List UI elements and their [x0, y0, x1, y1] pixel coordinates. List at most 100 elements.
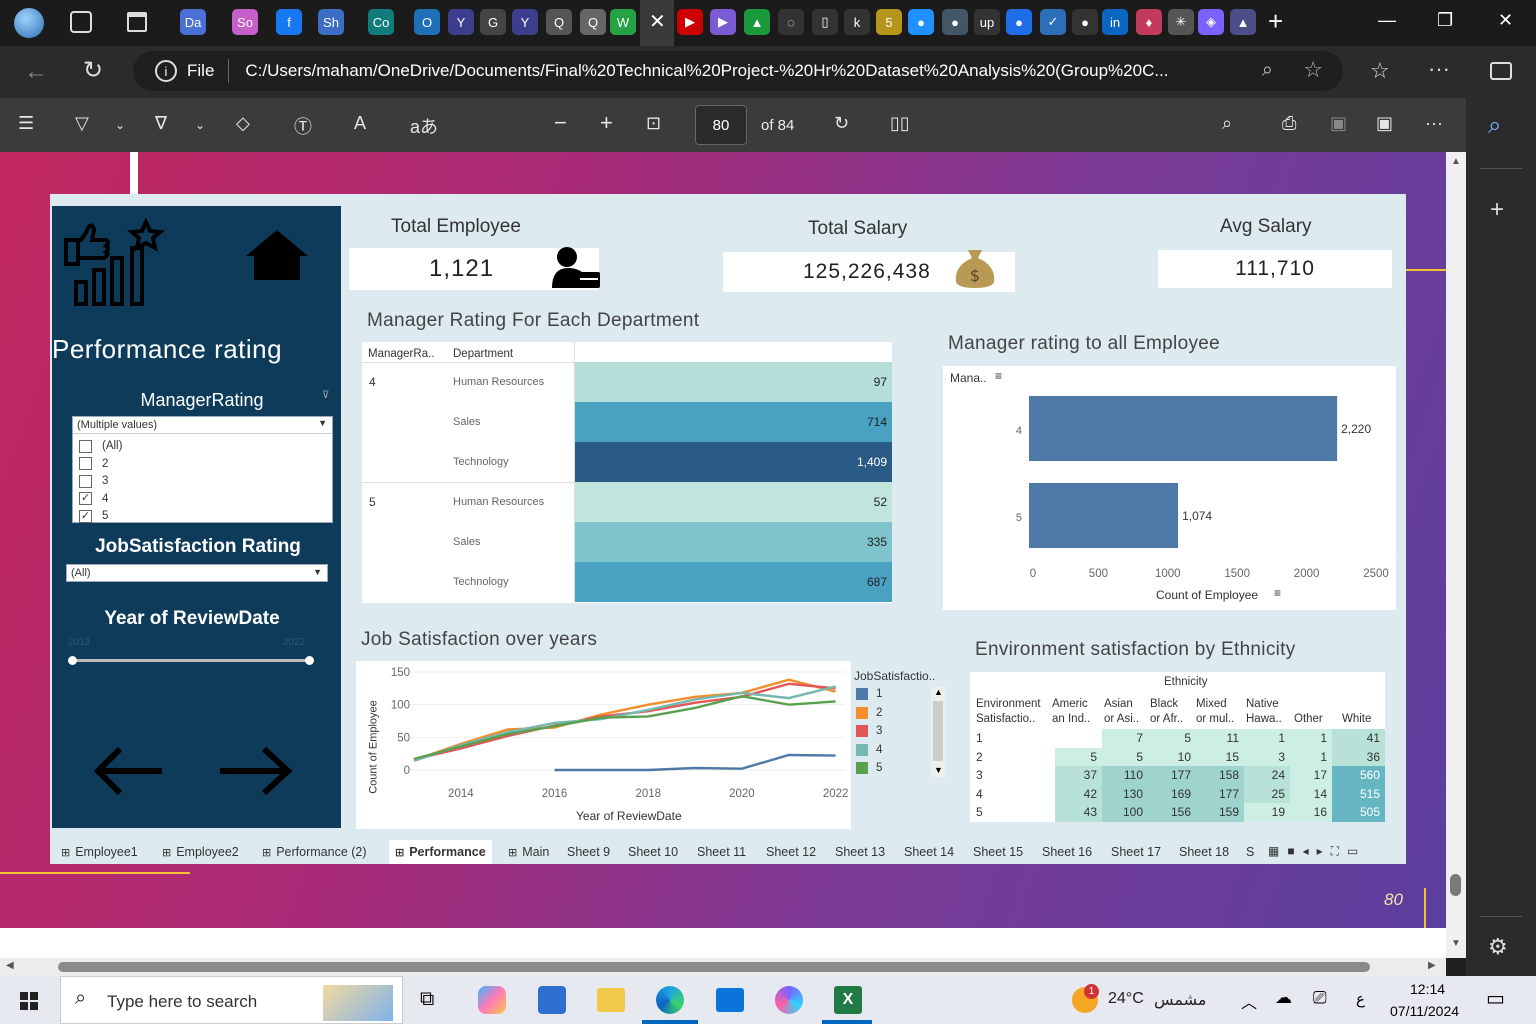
active-tab[interactable]: ✕: [640, 0, 674, 46]
store-icon[interactable]: [538, 986, 566, 1014]
pinned-tab-25[interactable]: ●: [1072, 9, 1098, 35]
clock-time[interactable]: 12:14: [1410, 981, 1446, 997]
address-bar[interactable]: i File C:/Users/maham/OneDrive/Documents…: [133, 51, 1343, 91]
search-box[interactable]: ⌕ Type here to search: [60, 976, 403, 1024]
manager-option-2[interactable]: 3: [79, 473, 108, 489]
legend-item-3[interactable]: 3: [856, 725, 882, 737]
env-cell[interactable]: 11: [1196, 729, 1244, 748]
bar-5[interactable]: [1029, 483, 1179, 548]
sheet-nav-controls[interactable]: ▦■◂▸⛶▭: [1268, 844, 1367, 858]
sheet-tab-10[interactable]: Sheet 14: [898, 840, 960, 864]
env-cell[interactable]: 37: [1055, 766, 1102, 785]
pinned-tab-8[interactable]: Y: [512, 9, 538, 35]
sort-icon[interactable]: ≡: [1274, 586, 1282, 600]
pinned-tab-18[interactable]: k: [844, 9, 870, 35]
profile-avatar[interactable]: [14, 8, 44, 38]
edge-icon[interactable]: [656, 986, 684, 1014]
bar-4[interactable]: [1029, 396, 1338, 461]
env-cell[interactable]: 505: [1332, 803, 1385, 822]
dept-row-bar[interactable]: 52: [575, 482, 892, 522]
clear-filter-icon[interactable]: ⊽: [322, 390, 330, 401]
pinned-tab-17[interactable]: ▯: [812, 9, 838, 35]
page-view-icon[interactable]: ▯▯: [890, 113, 910, 133]
env-cell[interactable]: 1: [1290, 729, 1332, 748]
env-cell[interactable]: 5: [1148, 729, 1196, 748]
sheet-tab-11[interactable]: Sheet 15: [967, 840, 1029, 864]
read-aloud-icon[interactable]: A: [354, 113, 367, 133]
line-series-2[interactable]: [413, 678, 836, 762]
env-cell[interactable]: 17: [1290, 766, 1332, 785]
save-icon[interactable]: ▣: [1330, 113, 1348, 133]
year-slider-max-handle[interactable]: [305, 656, 314, 665]
vertical-scroll-thumb[interactable]: [1450, 874, 1461, 896]
sheet-tab-15[interactable]: S: [1240, 840, 1260, 864]
sheet-tab-2[interactable]: ⊞ Performance (2): [256, 840, 373, 864]
checkbox-checked[interactable]: ✓: [79, 509, 92, 523]
line-series-1[interactable]: [554, 753, 836, 772]
pinned-tab-23[interactable]: ●: [1006, 9, 1032, 35]
minimize-icon[interactable]: —: [1378, 10, 1396, 30]
env-cell[interactable]: 515: [1332, 784, 1385, 804]
env-cell[interactable]: 1: [1244, 729, 1290, 748]
rotate-icon[interactable]: ↻: [834, 113, 850, 133]
sheet-tab-6[interactable]: Sheet 10: [622, 840, 684, 864]
pinned-tab-7[interactable]: G: [480, 9, 506, 35]
pinned-tab-14[interactable]: ▶: [710, 9, 736, 35]
next-arrow-icon[interactable]: [216, 741, 296, 801]
manager-option-3[interactable]: ✓ 4: [79, 491, 108, 507]
url-text[interactable]: C:/Users/maham/OneDrive/Documents/Final%…: [245, 61, 1169, 80]
job-satisfaction-dropdown[interactable]: (All) ▼: [66, 564, 328, 582]
pinned-tab-16[interactable]: ◌: [778, 9, 804, 35]
pinned-tab-1[interactable]: So: [232, 9, 258, 35]
sheet-tab-3[interactable]: ⊞ Performance: [389, 840, 492, 864]
pinned-tab-15[interactable]: ▲: [744, 9, 770, 35]
copilot-app-icon[interactable]: [775, 986, 803, 1014]
pinned-tab-11[interactable]: W: [610, 9, 636, 35]
env-cell[interactable]: 16: [1290, 803, 1332, 822]
workspaces-icon[interactable]: [70, 11, 92, 33]
horizontal-scrollbar[interactable]: ◀ ▶: [0, 958, 1446, 976]
close-tab-icon[interactable]: ✕: [649, 11, 666, 33]
zoom-in-icon[interactable]: +: [600, 110, 613, 135]
env-cell[interactable]: 7: [1102, 729, 1148, 748]
excel-icon[interactable]: X: [834, 986, 862, 1014]
sheet-tab-0[interactable]: ⊞ Employee1: [55, 840, 144, 864]
zoom-icon[interactable]: ⌕: [1261, 59, 1273, 81]
pinned-tab-3[interactable]: Sh: [318, 9, 344, 35]
line-series-4[interactable]: [413, 685, 836, 763]
env-cell[interactable]: 43: [1055, 803, 1102, 822]
highlight-icon[interactable]: ▽: [75, 113, 89, 133]
env-cell[interactable]: 14: [1290, 784, 1332, 804]
copilot-icon[interactable]: [478, 986, 506, 1014]
legend-item-2[interactable]: 2: [856, 706, 882, 719]
checkbox-unchecked[interactable]: [79, 457, 92, 470]
env-cell[interactable]: 110: [1102, 766, 1148, 785]
sheet-tab-12[interactable]: Sheet 16: [1036, 840, 1098, 864]
pinned-tab-24[interactable]: ✓: [1040, 9, 1066, 35]
env-cell[interactable]: 100: [1102, 803, 1148, 822]
start-icon[interactable]: [20, 992, 38, 1010]
pinned-tab-0[interactable]: Da: [180, 9, 206, 35]
network-icon[interactable]: ☁: [1275, 988, 1292, 1007]
legend-item-4[interactable]: 4: [856, 743, 882, 756]
new-tab-icon[interactable]: +: [1268, 6, 1284, 36]
env-cell[interactable]: 169: [1148, 784, 1196, 804]
year-slider-min-handle[interactable]: [68, 656, 77, 665]
more-icon[interactable]: ···: [1428, 56, 1450, 81]
settings-icon[interactable]: ⚙: [1488, 934, 1508, 959]
env-cell[interactable]: 25: [1244, 784, 1290, 804]
env-cell[interactable]: 19: [1244, 803, 1290, 822]
env-cell[interactable]: 1: [1290, 747, 1332, 767]
sheet-tab-1[interactable]: ⊞ Employee2: [156, 840, 245, 864]
legend-item-1[interactable]: 1: [856, 688, 882, 700]
fit-page-icon[interactable]: ⊡: [646, 113, 662, 133]
pdf-more-icon[interactable]: ···: [1425, 113, 1443, 133]
env-cell[interactable]: [1055, 729, 1102, 748]
year-slider-track[interactable]: [72, 659, 310, 662]
back-icon[interactable]: ←: [24, 58, 48, 85]
manager-rating-dropdown[interactable]: (Multiple values) ▼: [73, 417, 332, 434]
notifications-icon[interactable]: ▭: [1486, 988, 1505, 1010]
pinned-tab-22[interactable]: up: [974, 9, 1000, 35]
refresh-icon[interactable]: ↻: [83, 57, 104, 84]
language-indicator[interactable]: ع: [1356, 991, 1365, 1008]
